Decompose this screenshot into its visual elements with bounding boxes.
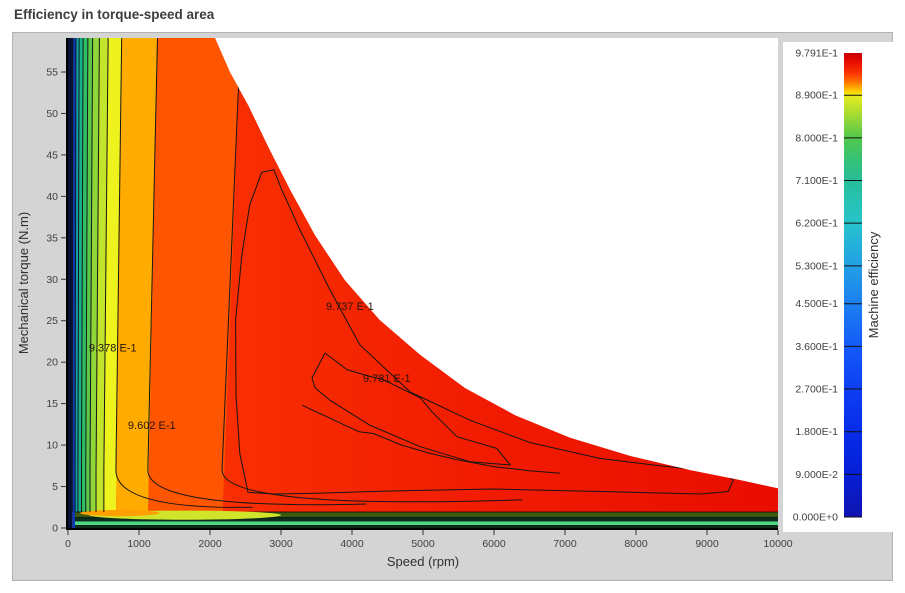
contour-line xyxy=(89,38,94,512)
colorbar xyxy=(844,53,862,517)
colorbar-tick-label: 9.000E-2 xyxy=(795,469,838,481)
colorbar-tick-label: 6.200E-1 xyxy=(795,218,838,230)
contour-value-label: 9.378 E-1 xyxy=(89,342,137,354)
x-tick-label: 1000 xyxy=(127,538,151,550)
colorbar-tick-label: 5.300E-1 xyxy=(795,260,838,272)
y-tick-label: 20 xyxy=(46,357,58,369)
colorbar-tick-label: 4.500E-1 xyxy=(795,298,838,310)
contour-line xyxy=(95,38,100,512)
colorbar-tick-label: 7.100E-1 xyxy=(795,175,838,187)
y-tick-label: 0 xyxy=(52,523,58,535)
efficiency-band xyxy=(68,38,73,528)
colorbar-box xyxy=(783,42,897,532)
y-tick-label: 30 xyxy=(46,274,58,286)
y-tick-label: 15 xyxy=(46,398,58,410)
contour-line xyxy=(147,38,367,506)
contour-value-label: 9.737 E-1 xyxy=(326,301,374,313)
x-tick-label: 0 xyxy=(65,538,71,550)
contour-9.781 E-1 xyxy=(311,352,511,466)
efficiency-band xyxy=(96,38,109,528)
y-tick-label: 45 xyxy=(46,149,58,161)
bottom-band xyxy=(75,525,778,528)
contour-line xyxy=(115,38,253,508)
colorbar-tick-label: 9.791E-1 xyxy=(795,48,838,60)
bottom-band xyxy=(75,516,778,522)
colorbar-title: Machine efficiency xyxy=(866,231,881,338)
contour-value-label: 9.781 E-1 xyxy=(363,373,411,385)
contour-line xyxy=(85,38,89,512)
contour-line xyxy=(80,38,84,512)
colorbar-tick-label: 8.900E-1 xyxy=(795,90,838,102)
efficiency-region xyxy=(68,38,778,528)
contour-line xyxy=(221,38,523,503)
x-tick-label: 10000 xyxy=(763,538,792,550)
contour-line xyxy=(74,38,77,512)
efficiency-band xyxy=(115,38,158,528)
contour-value-label: 9.602 E-1 xyxy=(128,420,176,432)
colorbar-tick-label: 8.000E-1 xyxy=(795,132,838,144)
x-tick-label: 9000 xyxy=(695,538,719,550)
bottom-band xyxy=(75,511,778,517)
chart-title: Efficiency in torque-speed area xyxy=(14,7,215,22)
x-axis-title: Speed (rpm) xyxy=(387,554,459,569)
colorbar-tick-label: 1.800E-1 xyxy=(795,426,838,438)
y-tick-label: 55 xyxy=(46,66,58,78)
contour-9.737 E-1 xyxy=(235,169,734,495)
y-tick-label: 35 xyxy=(46,232,58,244)
contour-line xyxy=(71,38,74,512)
x-tick-label: 2000 xyxy=(198,538,222,550)
bottom-blob xyxy=(80,509,160,517)
colorbar-tick-label: 3.600E-1 xyxy=(795,341,838,353)
y-axis-title: Mechanical torque (N.m) xyxy=(16,212,31,354)
red-region xyxy=(68,38,778,528)
y-tick-label: 10 xyxy=(46,440,58,452)
bottom-band xyxy=(75,521,778,526)
y-tick-label: 25 xyxy=(46,315,58,327)
y-tick-label: 40 xyxy=(46,191,58,203)
x-tick-label: 3000 xyxy=(269,538,293,550)
y-tick-label: 50 xyxy=(46,108,58,120)
x-tick-label: 5000 xyxy=(411,538,435,550)
x-tick-label: 7000 xyxy=(553,538,577,550)
colorbar-tick-label: 0.000E+0 xyxy=(793,512,838,524)
x-tick-label: 6000 xyxy=(482,538,506,550)
colorbar-tick-label: 2.700E-1 xyxy=(795,384,838,396)
y-tick-label: 5 xyxy=(52,481,58,493)
x-tick-label: 4000 xyxy=(340,538,364,550)
contour-line xyxy=(77,38,80,512)
contour-line xyxy=(103,38,109,512)
contour-inner xyxy=(302,404,561,474)
y-axis-line xyxy=(66,38,68,528)
x-tick-label: 8000 xyxy=(624,538,648,550)
efficiency-band xyxy=(147,38,241,528)
